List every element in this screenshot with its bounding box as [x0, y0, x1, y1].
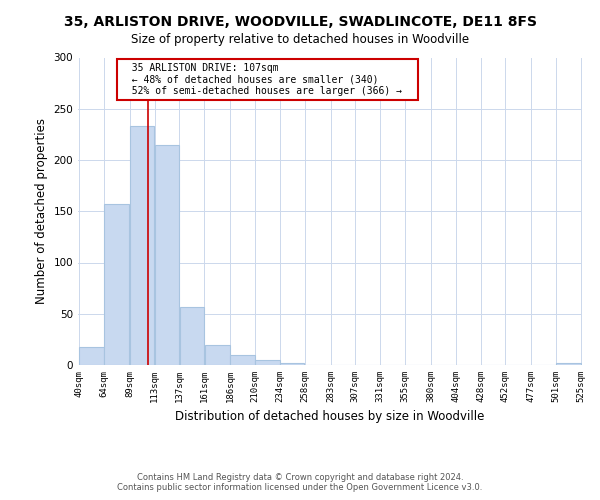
- Text: Size of property relative to detached houses in Woodville: Size of property relative to detached ho…: [131, 32, 469, 46]
- Bar: [205, 344, 230, 365]
- Bar: [255, 360, 280, 365]
- Bar: [230, 355, 255, 365]
- Bar: [155, 144, 179, 365]
- Bar: [556, 363, 581, 365]
- Text: 35 ARLISTON DRIVE: 107sqm  
  ← 48% of detached houses are smaller (340)  
  52%: 35 ARLISTON DRIVE: 107sqm ← 48% of detac…: [121, 62, 414, 96]
- Bar: [130, 126, 154, 365]
- Bar: [179, 306, 204, 365]
- X-axis label: Distribution of detached houses by size in Woodville: Distribution of detached houses by size …: [175, 410, 485, 424]
- Y-axis label: Number of detached properties: Number of detached properties: [35, 118, 48, 304]
- Text: 35, ARLISTON DRIVE, WOODVILLE, SWADLINCOTE, DE11 8FS: 35, ARLISTON DRIVE, WOODVILLE, SWADLINCO…: [64, 15, 536, 29]
- Text: Contains HM Land Registry data © Crown copyright and database right 2024.
Contai: Contains HM Land Registry data © Crown c…: [118, 473, 482, 492]
- Bar: [79, 346, 104, 365]
- Bar: [104, 204, 130, 365]
- Bar: [280, 363, 304, 365]
